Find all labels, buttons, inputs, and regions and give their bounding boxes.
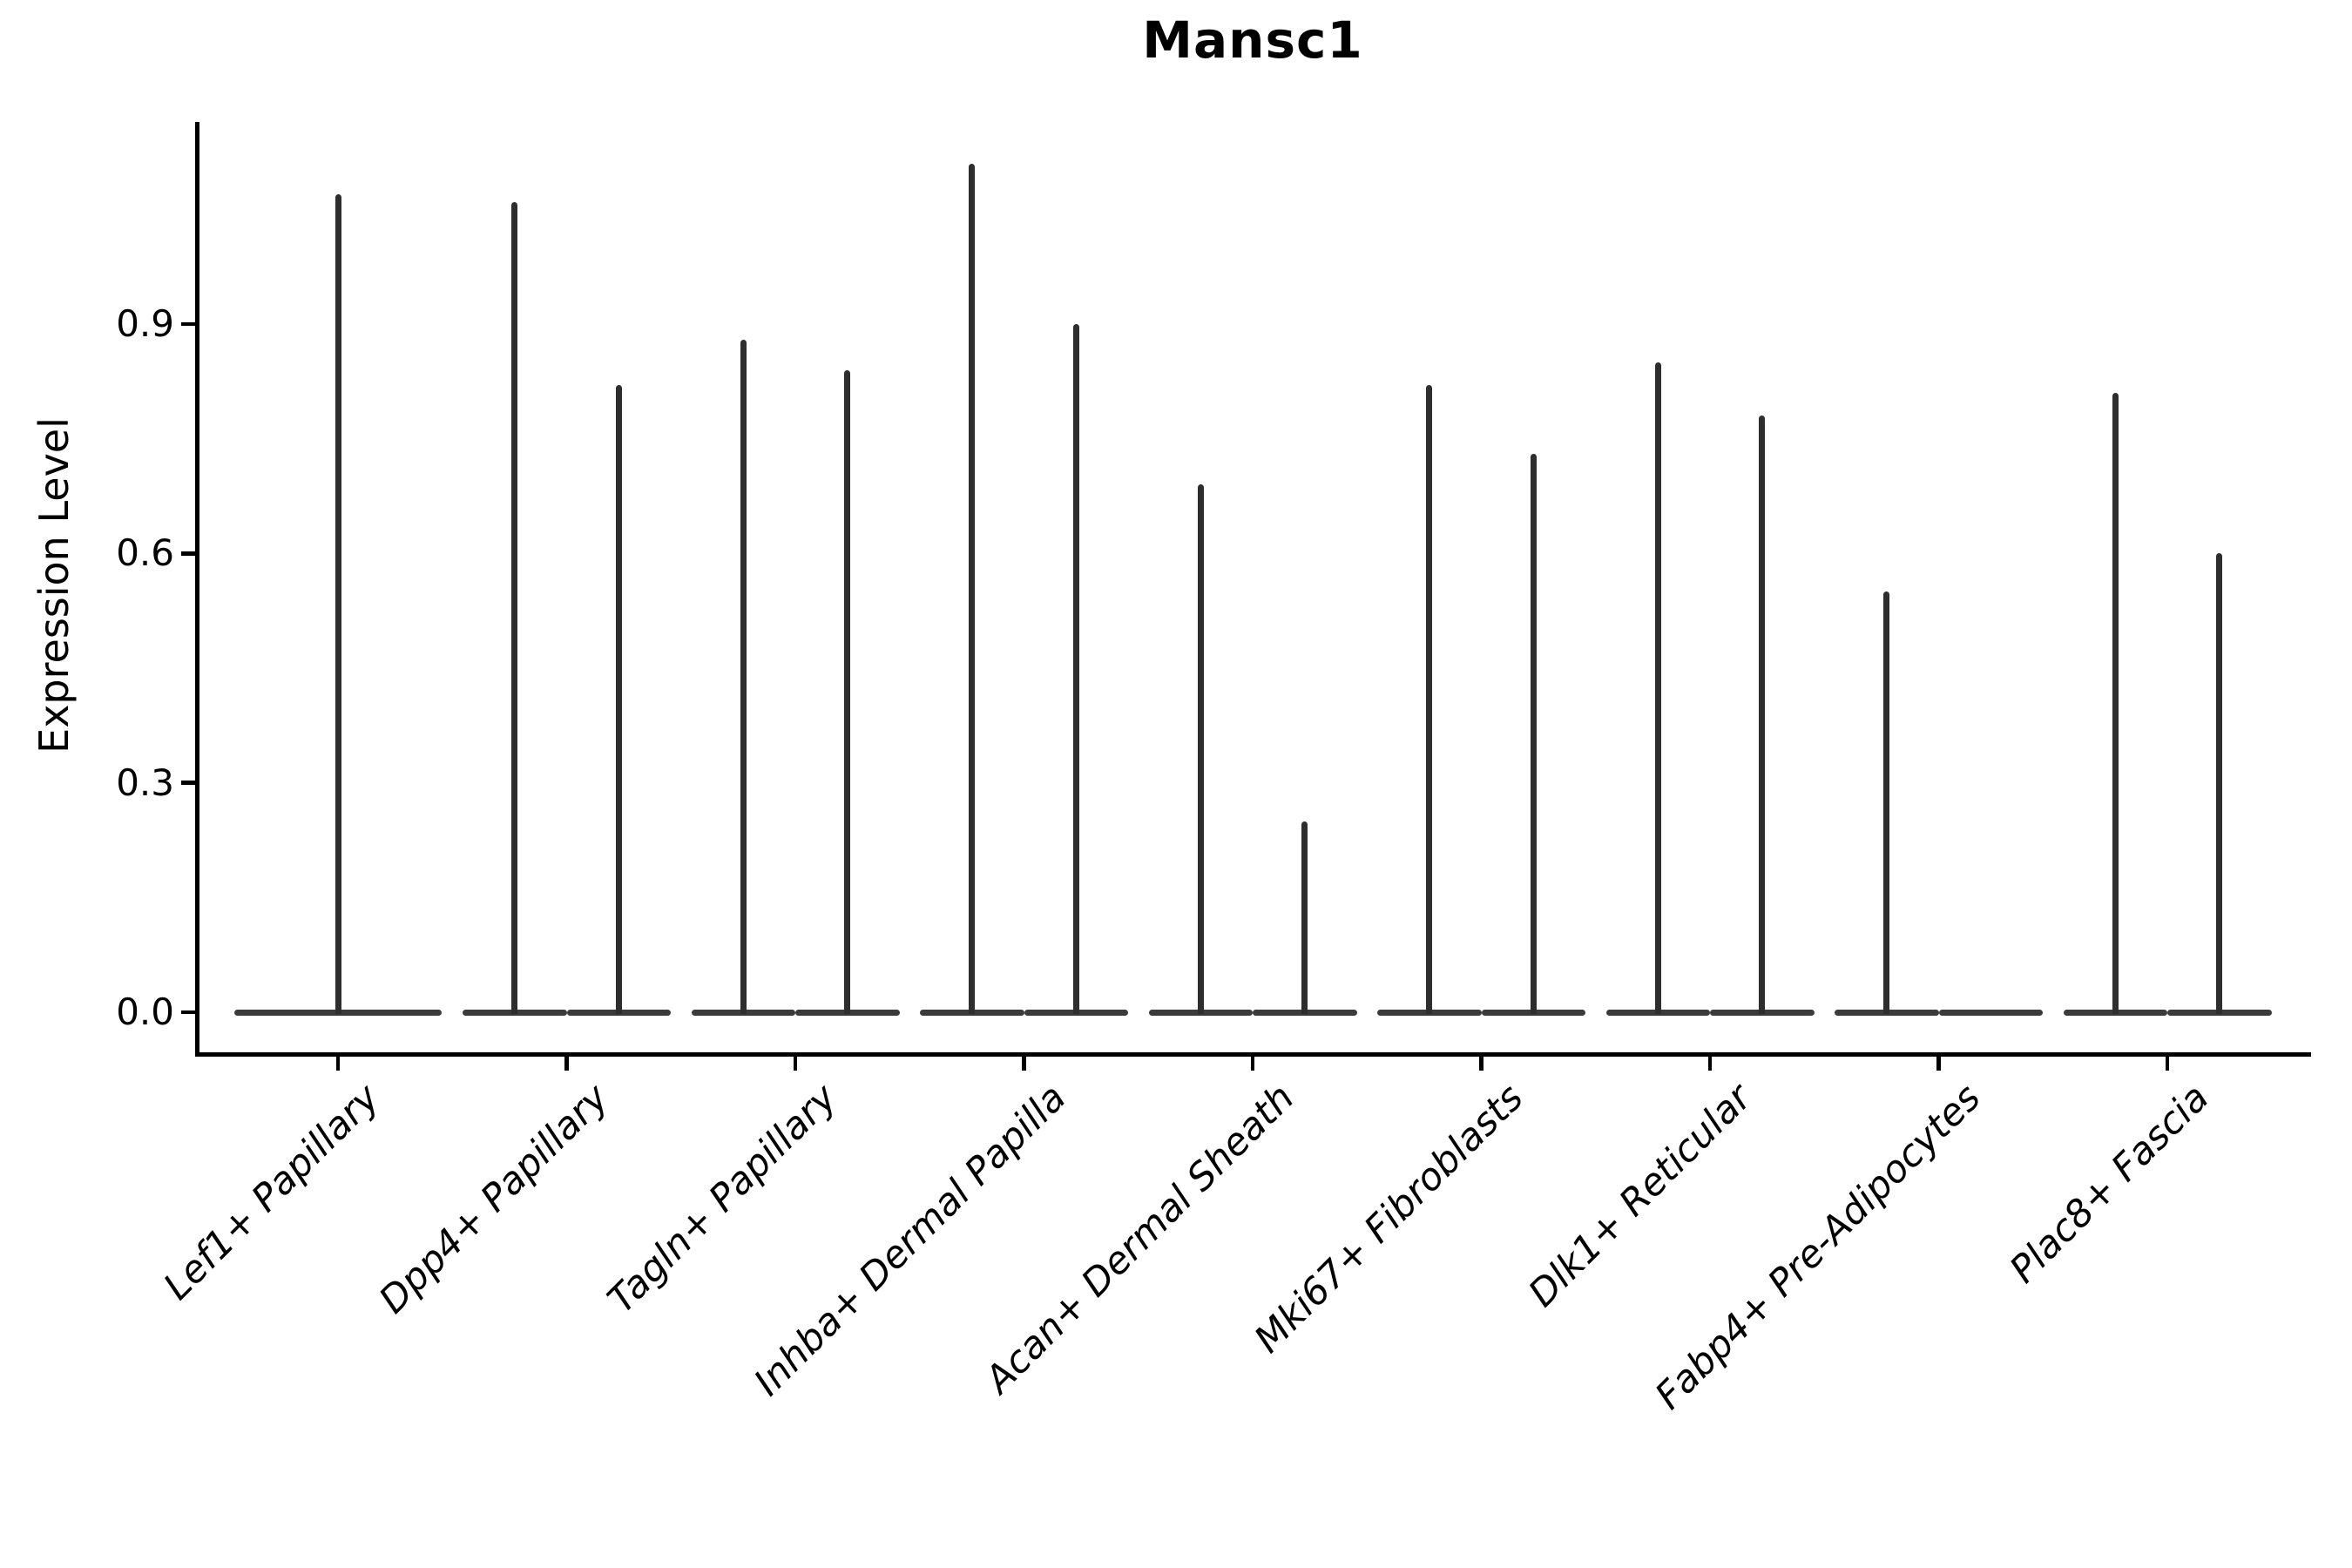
violin-spike — [844, 369, 851, 1014]
x-tick-label: Plac8+ Fascia — [2001, 1076, 2218, 1292]
x-tick-mark — [1250, 1056, 1255, 1071]
y-tick-mark — [180, 781, 195, 785]
x-tick-mark — [564, 1056, 569, 1071]
x-tick-label: Dlk1+ Reticular — [1520, 1076, 1761, 1316]
violin-spike — [1654, 362, 1661, 1014]
y-tick-label: 0.0 — [116, 990, 174, 1033]
x-tick-mark — [1936, 1056, 1941, 1071]
violin-spike — [1759, 416, 1766, 1014]
violin-spike — [1426, 385, 1433, 1014]
x-tick-label: Lef1+ Papillary — [155, 1076, 389, 1309]
y-axis-spine — [194, 122, 199, 1057]
chart-title: Mansc1 — [1142, 10, 1363, 70]
violin-spike — [2112, 392, 2119, 1014]
x-tick-label: Tagln+ Papillary — [599, 1076, 846, 1322]
y-tick-mark — [180, 1010, 195, 1015]
x-tick-mark — [1479, 1056, 1484, 1071]
y-axis-label: Expression Level — [30, 417, 78, 754]
x-tick-mark — [1022, 1056, 1026, 1071]
x-axis-spine — [194, 1051, 2311, 1057]
x-tick-label: Dpp4+ Papillary — [370, 1076, 618, 1322]
violin-spike — [1883, 591, 1890, 1014]
y-tick-label: 0.6 — [116, 531, 174, 575]
violin-spike — [1072, 323, 1079, 1014]
violin-spike — [615, 385, 622, 1014]
violin-spike — [1197, 484, 1204, 1014]
y-tick-label: 0.9 — [116, 301, 174, 345]
violin-spike — [1530, 454, 1537, 1014]
violin-spike — [1301, 821, 1308, 1014]
x-tick-mark — [793, 1056, 798, 1071]
x-tick-label: Mki67+ Fibroblasts — [1246, 1076, 1532, 1362]
x-tick-mark — [2165, 1056, 2170, 1071]
violin-spike — [511, 201, 518, 1014]
violin-spike — [740, 339, 747, 1014]
y-tick-label: 0.3 — [116, 760, 174, 804]
y-tick-mark — [180, 551, 195, 556]
violin-base — [1938, 1009, 2043, 1016]
y-tick-mark — [180, 321, 195, 327]
x-tick-mark — [1707, 1056, 1713, 1071]
violin-spike — [2216, 553, 2223, 1014]
violin-spike — [969, 163, 976, 1014]
violin-spike — [335, 193, 341, 1014]
x-tick-mark — [335, 1056, 341, 1071]
